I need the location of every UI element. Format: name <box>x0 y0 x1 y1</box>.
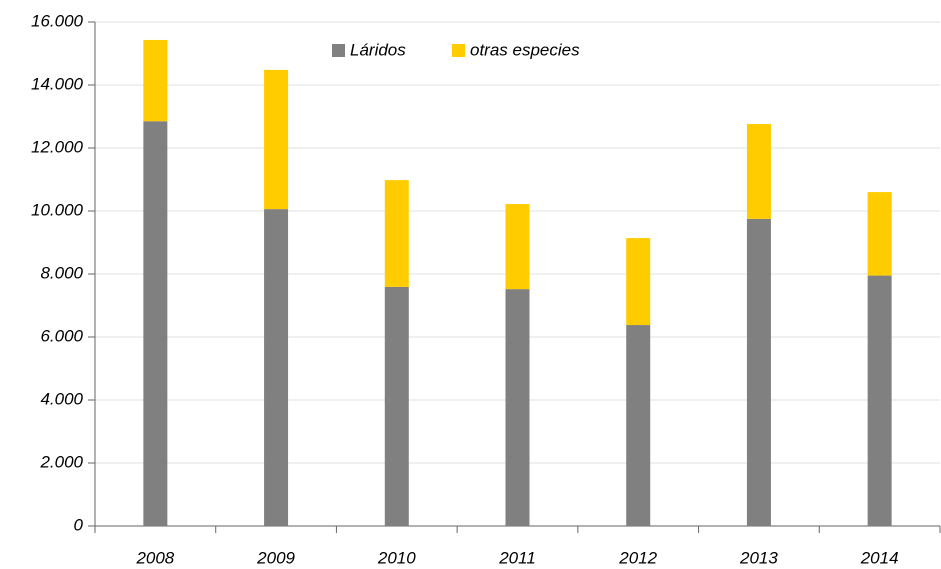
legend-label: Láridos <box>350 40 406 59</box>
bar-segment <box>384 180 409 287</box>
x-tick-label: 2008 <box>135 548 174 567</box>
y-tick-label: 12.000 <box>31 137 84 156</box>
bar-segment <box>626 238 651 326</box>
x-tick-label: 2011 <box>498 548 536 567</box>
legend-swatch <box>332 44 345 57</box>
y-tick-label: 16.000 <box>31 11 84 30</box>
x-tick-label: 2014 <box>860 548 899 567</box>
x-tick-label: 2012 <box>618 548 657 567</box>
y-tick-label: 0 <box>74 515 84 534</box>
bar-segment <box>264 69 289 210</box>
bar-segment <box>264 209 289 527</box>
x-tick-label: 2013 <box>739 548 778 567</box>
legend-label: otras especies <box>470 40 580 59</box>
y-tick-label: 8.000 <box>40 263 83 282</box>
bar-segment <box>143 39 168 122</box>
bar-segment <box>505 289 530 526</box>
y-tick-label: 14.000 <box>31 74 84 93</box>
y-tick-label: 2.000 <box>39 452 83 471</box>
bar-segment <box>626 325 651 526</box>
bar-segment <box>143 121 168 526</box>
x-tick-label: 2009 <box>256 548 295 567</box>
bar-segment <box>746 218 771 526</box>
y-tick-label: 4.000 <box>40 389 83 408</box>
legend-swatch <box>452 44 465 57</box>
y-tick-label: 10.000 <box>31 200 84 219</box>
bar-segment <box>384 286 409 526</box>
bar-segment <box>867 275 892 526</box>
bar-segment <box>505 204 530 290</box>
bar-segment <box>746 124 771 219</box>
x-tick-label: 2010 <box>377 548 416 567</box>
y-tick-label: 6.000 <box>40 326 83 345</box>
bar-segment <box>867 192 892 276</box>
